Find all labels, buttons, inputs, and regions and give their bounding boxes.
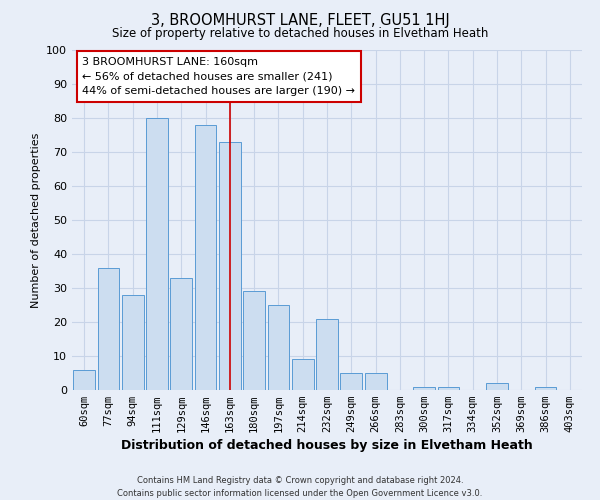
Bar (219, 142, 241, 390)
Bar (194, 125, 217, 390)
Bar (340, 373, 362, 390)
Text: 3, BROOMHURST LANE, FLEET, GU51 1HJ: 3, BROOMHURST LANE, FLEET, GU51 1HJ (151, 12, 449, 28)
Bar (292, 360, 314, 390)
X-axis label: Distribution of detached houses by size in Elvetham Heath: Distribution of detached houses by size … (121, 440, 533, 452)
Bar (146, 118, 168, 390)
Text: 3 BROOMHURST LANE: 160sqm
← 56% of detached houses are smaller (241)
44% of semi: 3 BROOMHURST LANE: 160sqm ← 56% of detac… (82, 57, 355, 96)
Y-axis label: Number of detached properties: Number of detached properties (31, 132, 41, 308)
Bar (413, 386, 435, 390)
Text: Contains HM Land Registry data © Crown copyright and database right 2024.
Contai: Contains HM Land Registry data © Crown c… (118, 476, 482, 498)
Bar (243, 292, 265, 390)
Bar (316, 318, 338, 390)
Text: Size of property relative to detached houses in Elvetham Heath: Size of property relative to detached ho… (112, 28, 488, 40)
Bar (486, 383, 508, 390)
Bar (535, 386, 556, 390)
Bar (268, 305, 289, 390)
Bar (122, 295, 143, 390)
Bar (97, 268, 119, 390)
Bar (437, 386, 460, 390)
Bar (365, 373, 386, 390)
Bar (73, 370, 95, 390)
Bar (170, 278, 192, 390)
